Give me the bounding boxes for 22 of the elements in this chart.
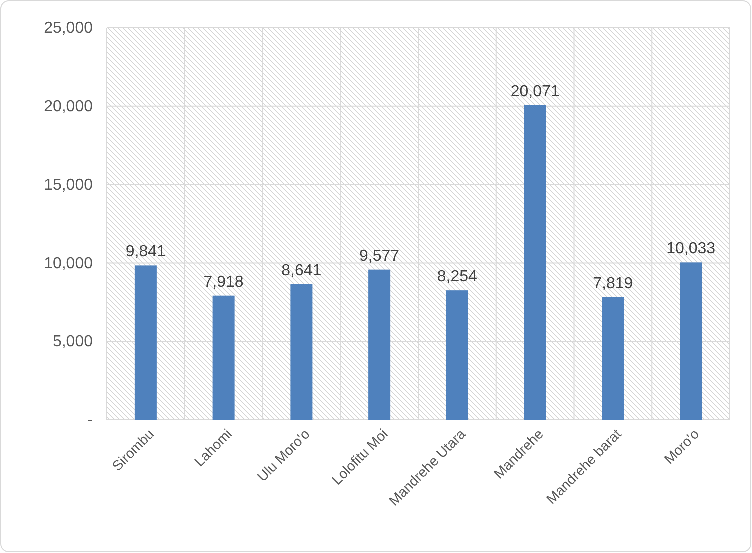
bar: [212, 296, 235, 420]
y-tick-label: -: [88, 412, 93, 430]
bar: [290, 284, 313, 420]
y-tick-label: 5,000: [52, 334, 94, 351]
bar: [602, 297, 624, 420]
bar: [524, 105, 546, 420]
y-tick-label: 25,000: [44, 20, 94, 38]
bar: [680, 262, 702, 420]
data-label: 8,641: [282, 262, 322, 280]
bar: [134, 266, 157, 420]
y-tick-label: 15,000: [44, 176, 94, 194]
data-label: 7,918: [204, 274, 244, 291]
data-label: 9,841: [126, 244, 166, 261]
data-label: 8,254: [437, 268, 478, 286]
bar: [368, 270, 391, 420]
data-label: 9,577: [360, 248, 400, 265]
data-label: 7,819: [593, 275, 634, 292]
y-tick-label: 20,000: [44, 98, 94, 116]
data-label: 10,033: [666, 240, 716, 258]
data-label: 20,071: [510, 83, 560, 100]
y-tick-label: 10,000: [44, 255, 94, 272]
bar: [446, 290, 468, 420]
